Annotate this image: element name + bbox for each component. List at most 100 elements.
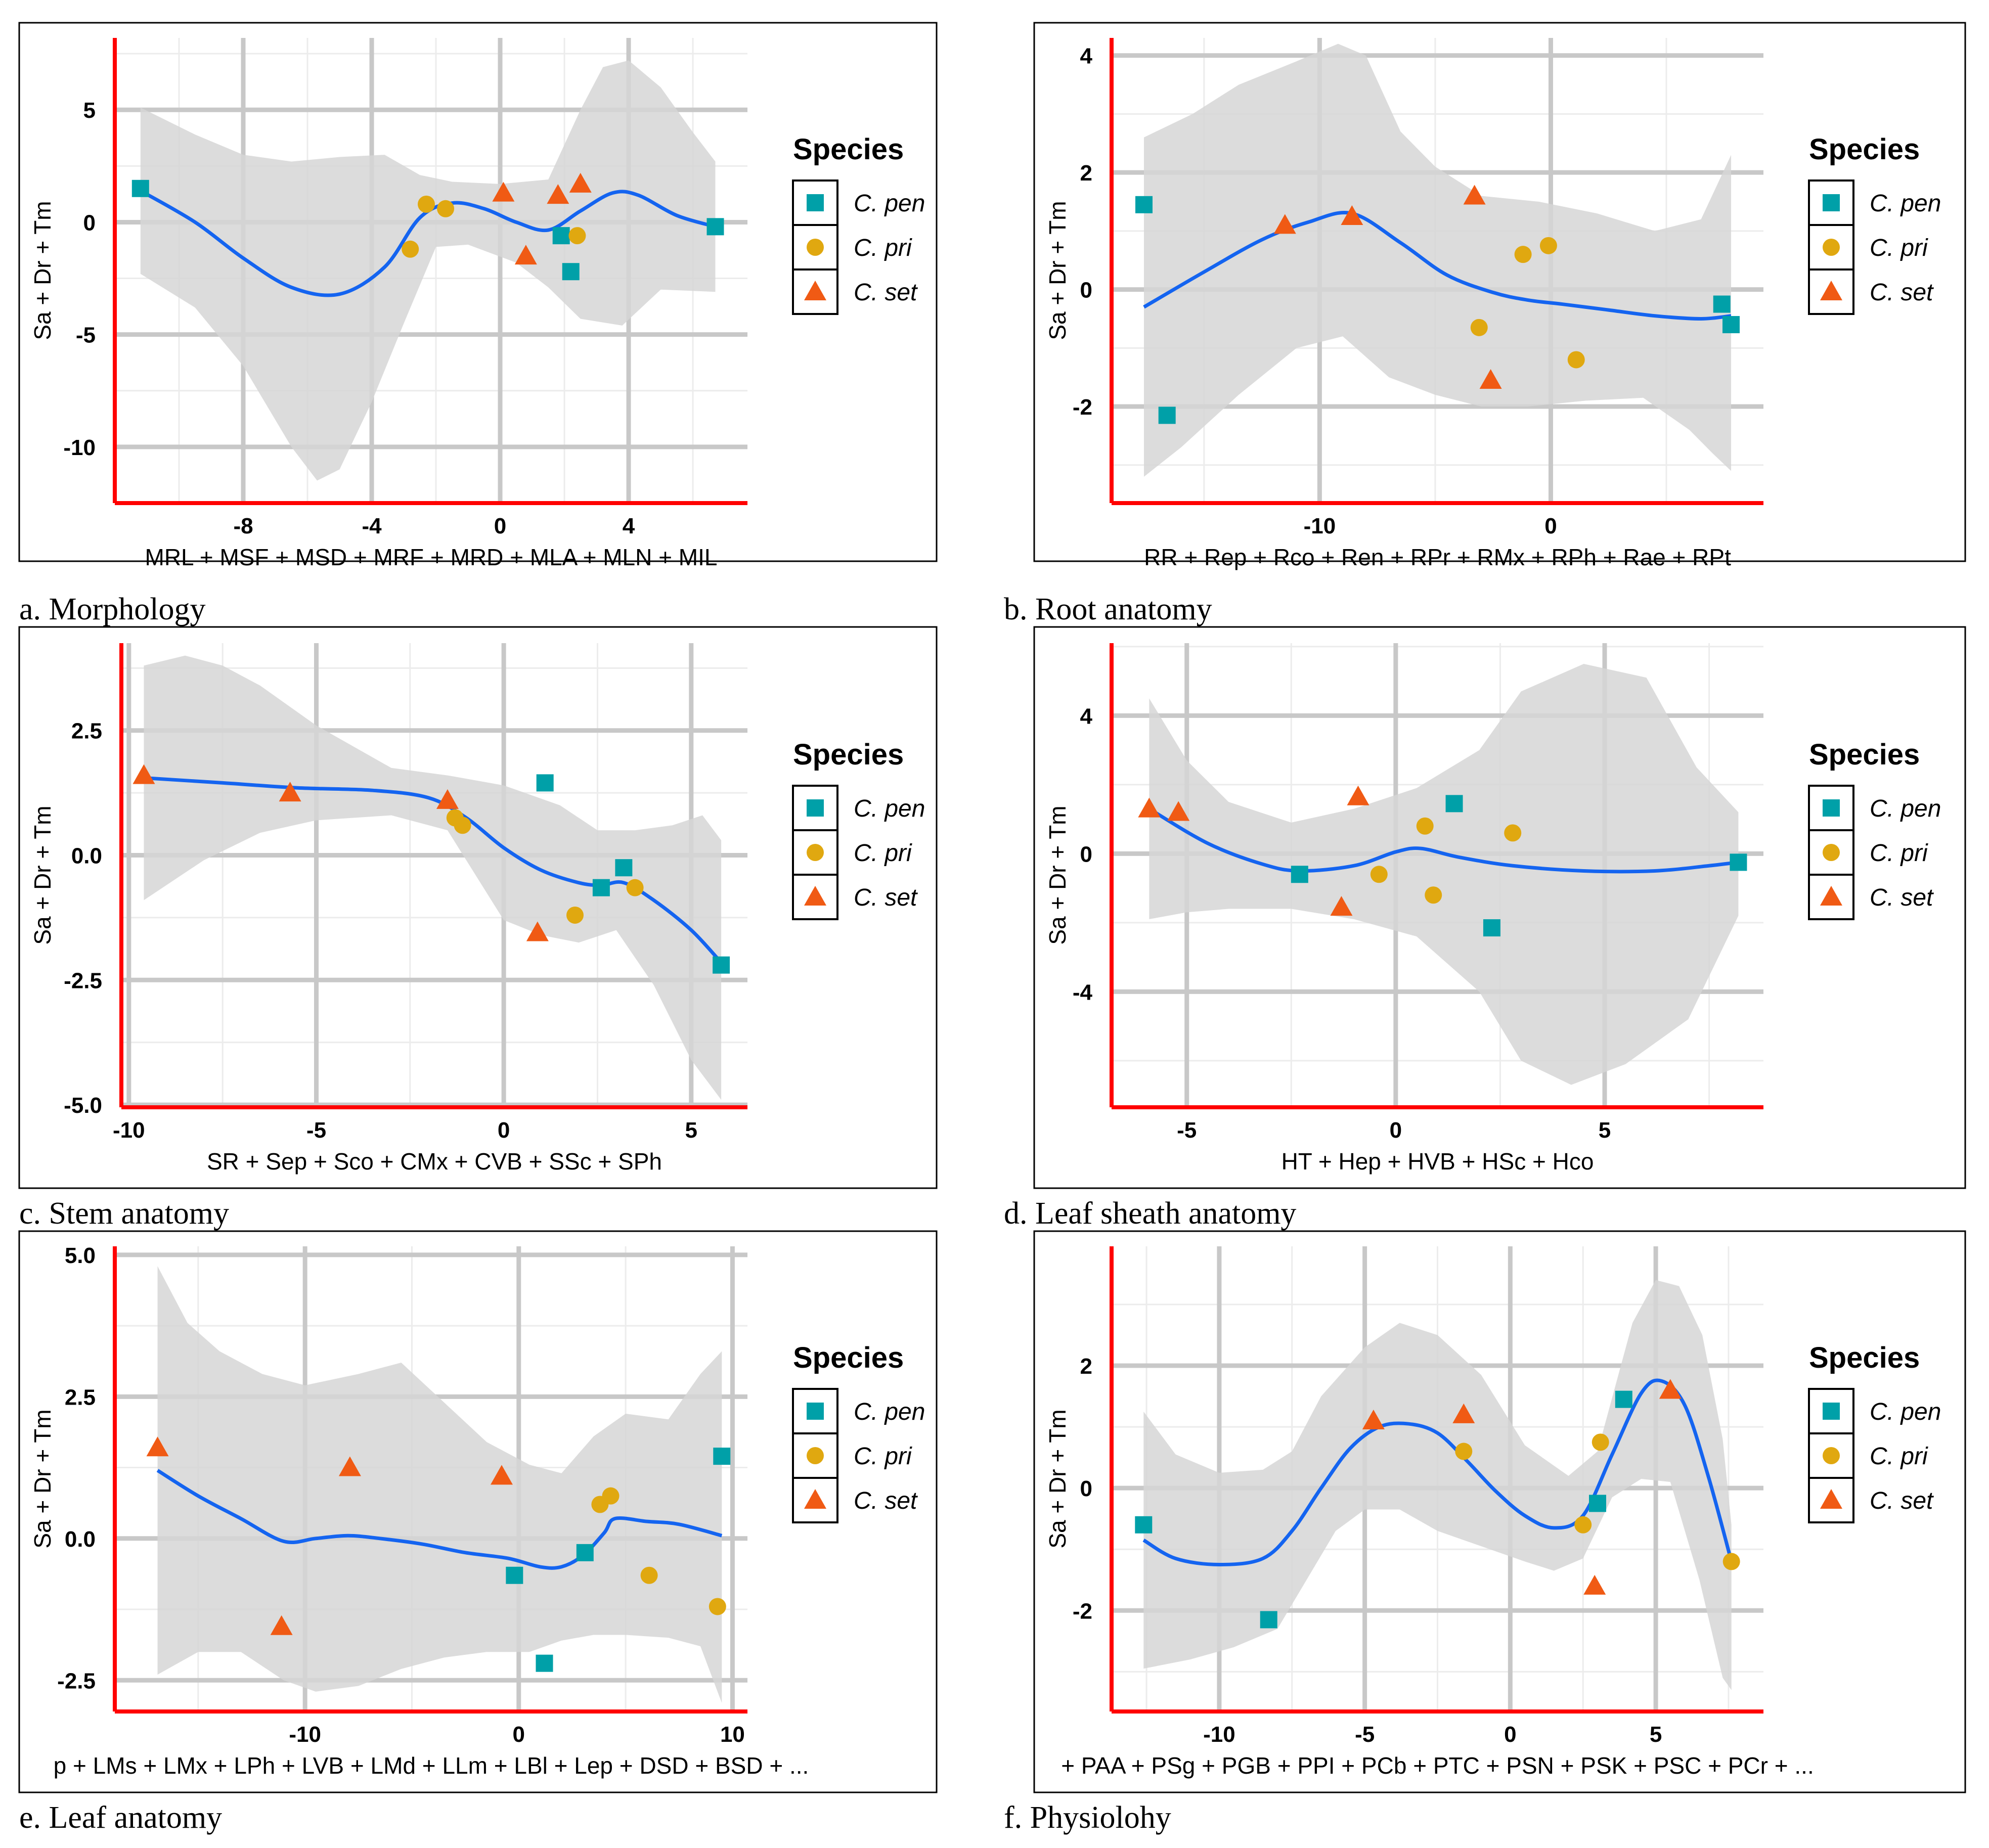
point-c-pen xyxy=(1260,1611,1277,1629)
legend: Species C. pen C. pri C. set xyxy=(1808,1341,1941,1523)
point-c-pen xyxy=(536,1654,553,1672)
point-c-pri xyxy=(1514,246,1532,263)
point-c-pen xyxy=(592,879,610,896)
point-c-pen xyxy=(1445,795,1463,813)
legend-circle-icon xyxy=(1823,1447,1840,1464)
legend-label-pen: C. pen xyxy=(854,1399,925,1425)
x-tick-label: 0 xyxy=(1504,1722,1516,1747)
point-c-pri xyxy=(1470,319,1488,336)
point-c-pen xyxy=(131,179,149,197)
point-c-set xyxy=(514,245,537,265)
x-tick-label: 0 xyxy=(1390,1118,1402,1143)
x-tick-label: -10 xyxy=(1304,514,1336,538)
point-c-set xyxy=(270,1615,293,1635)
confidence-band xyxy=(1143,43,1732,477)
legend-label-pen: C. pen xyxy=(1870,795,1941,822)
point-c-pri xyxy=(402,240,419,258)
point-c-set xyxy=(1330,896,1353,916)
point-c-pri xyxy=(566,906,584,924)
x-tick-label: 5 xyxy=(1650,1722,1662,1747)
point-c-set xyxy=(490,1465,513,1485)
y-tick-label: 0 xyxy=(1080,842,1092,867)
x-tick-label: 4 xyxy=(623,514,635,538)
point-c-pri xyxy=(1504,824,1522,842)
legend-circle-icon xyxy=(1823,239,1840,256)
point-c-pen xyxy=(1135,1516,1153,1534)
legend: Species C. pen C. pri C. set xyxy=(792,1341,925,1523)
panel-caption-e: e. Leaf anatomy xyxy=(19,1800,222,1835)
data-points xyxy=(1135,185,1740,424)
point-c-set xyxy=(547,184,569,204)
point-c-pri xyxy=(1370,866,1388,883)
x-tick-label: -10 xyxy=(289,1722,321,1747)
point-c-pri xyxy=(437,200,455,217)
point-c-set xyxy=(569,172,592,193)
x-tick-label: -4 xyxy=(362,514,382,538)
legend-label-pri: C. pri xyxy=(1870,235,1928,261)
point-c-pen xyxy=(576,1544,594,1561)
point-c-set xyxy=(338,1456,361,1476)
data-points xyxy=(1135,1379,1740,1629)
y-axis-title: Sa + Dr + Tm xyxy=(29,201,56,340)
legend: Species C. pen C. pri C. set xyxy=(1808,133,1941,315)
panel-caption-d: d. Leaf sheath anatomy xyxy=(1004,1196,1296,1231)
point-c-set xyxy=(1362,1410,1385,1429)
smooth-fit-line xyxy=(144,776,723,964)
y-tick-label: -10 xyxy=(63,435,96,460)
data-points xyxy=(132,764,730,974)
confidence-band xyxy=(1143,1280,1732,1690)
legend-label-set: C. set xyxy=(1870,884,1934,911)
panel-a: -10 -5 0 5 -8 -4 0 4 MRL + MSF + MSD + MRF + MRD… xyxy=(18,22,938,570)
y-tick-label: -5.0 xyxy=(64,1093,102,1118)
confidence-band xyxy=(157,1266,722,1703)
x-tick-label: 10 xyxy=(720,1722,745,1747)
panel-e: -2.5 0.0 2.5 5.0 -10 0 10 p + LMs + LMx + LPh +… xyxy=(18,1230,938,1793)
x-axis-title: HT + Hep + HVB + HSc + Hco xyxy=(1281,1148,1594,1175)
point-c-pen xyxy=(1730,853,1747,871)
y-tick-label: -5 xyxy=(76,323,96,348)
y-tick-label: 0.0 xyxy=(65,1527,96,1552)
point-c-pri xyxy=(417,195,435,213)
point-c-set xyxy=(146,1436,169,1457)
legend-triangle-icon xyxy=(1820,281,1842,300)
y-tick-label: 2.5 xyxy=(71,719,102,744)
legend-circle-icon xyxy=(1823,844,1840,861)
panel-caption-c: c. Stem anatomy xyxy=(19,1196,229,1231)
x-tick-label: -10 xyxy=(113,1118,145,1143)
y-tick-label: -4 xyxy=(1073,980,1093,1005)
y-tick-label: 5 xyxy=(83,98,96,123)
legend-label-set: C. set xyxy=(854,279,918,306)
y-tick-label: 2 xyxy=(1080,1354,1092,1379)
legend-circle-icon xyxy=(807,1447,824,1464)
legend-label-set: C. set xyxy=(1870,279,1934,306)
x-tick-label: 5 xyxy=(685,1118,697,1143)
point-c-pri xyxy=(1416,817,1434,835)
legend-label-pen: C. pen xyxy=(1870,1399,1941,1425)
smooth-fit-line xyxy=(1148,807,1739,874)
point-c-pri xyxy=(626,879,644,896)
y-axis-title: Sa + Dr + Tm xyxy=(29,805,56,944)
legend-triangle-icon xyxy=(1820,1489,1842,1509)
y-tick-label: -2 xyxy=(1073,395,1092,420)
legend-label-set: C. set xyxy=(854,884,918,911)
point-c-pen xyxy=(1483,919,1500,937)
y-tick-label: -2.5 xyxy=(57,1669,96,1693)
point-c-pri xyxy=(709,1598,726,1615)
x-tick-label: -5 xyxy=(306,1118,326,1143)
x-tick-label: -5 xyxy=(1355,1722,1375,1747)
point-c-pen xyxy=(615,859,633,877)
legend-label-set: C. set xyxy=(1870,1488,1934,1514)
legend-square-icon xyxy=(1823,799,1840,817)
x-axis-title: MRL + MSF + MSD + MRF + MRD + MLA + MLN … xyxy=(145,544,718,570)
y-tick-label: -2 xyxy=(1073,1599,1092,1624)
panel-caption-a: a. Morphology xyxy=(19,592,206,626)
legend-key-box xyxy=(1808,1388,1854,1434)
x-axis-title: + PAA + PSg + PGB + PPI + PCb + PTC + PS… xyxy=(1061,1752,1814,1779)
point-c-set xyxy=(1452,1403,1475,1423)
x-axis-title: RR + Rep + Rco + Ren + RPr + RMx + RPh +… xyxy=(1144,544,1731,570)
y-axis-title: Sa + Dr + Tm xyxy=(29,1409,56,1548)
point-c-set xyxy=(1341,205,1363,225)
y-tick-label: 0.0 xyxy=(71,844,102,869)
point-c-set xyxy=(132,764,155,784)
